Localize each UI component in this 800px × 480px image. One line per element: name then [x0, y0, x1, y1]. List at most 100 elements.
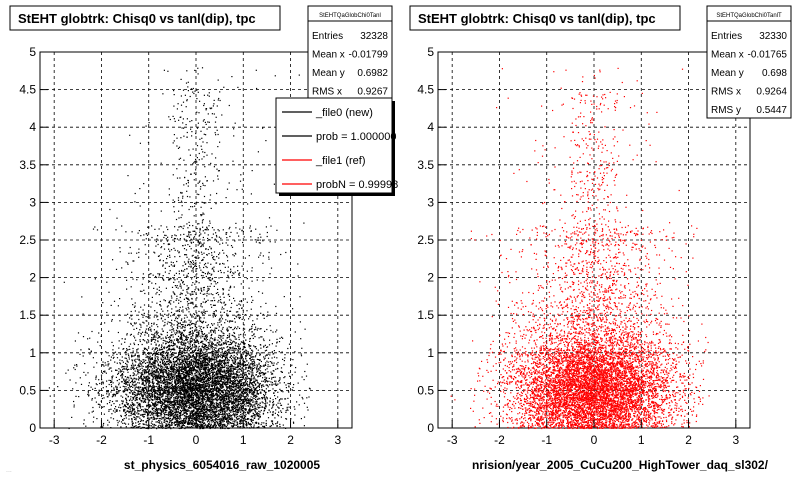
scatter-point — [131, 404, 134, 406]
scatter-point — [178, 352, 180, 354]
scatter-point — [91, 399, 93, 401]
scatter-point — [188, 231, 190, 234]
scatter-point — [206, 400, 208, 402]
scatter-point — [221, 412, 223, 414]
scatter-point — [134, 404, 136, 406]
scatter-point — [173, 354, 175, 356]
scatter-point — [193, 265, 196, 267]
scatter-point — [185, 402, 187, 404]
scatter-point — [200, 366, 202, 368]
scatter-point — [124, 405, 126, 407]
scatter-point — [192, 388, 194, 390]
scatter-point — [228, 388, 231, 390]
scatter-point — [167, 353, 169, 355]
scatter-point — [123, 379, 125, 382]
scatter-point — [232, 369, 234, 371]
scatter-point — [238, 409, 240, 411]
scatter-point — [196, 418, 198, 420]
scatter-point — [220, 424, 222, 426]
scatter-point — [181, 382, 183, 384]
scatter-point — [105, 351, 107, 353]
scatter-point — [219, 410, 221, 412]
scatter-point — [186, 338, 188, 341]
scatter-point — [138, 416, 140, 418]
scatter-point — [185, 361, 187, 363]
scatter-point — [190, 128, 192, 130]
scatter-point — [188, 391, 190, 393]
scatter-point — [241, 376, 244, 379]
scatter-point — [220, 360, 222, 362]
scatter-point — [217, 378, 219, 380]
scatter-point — [130, 426, 132, 428]
scatter-point — [148, 396, 150, 399]
scatter-point — [216, 380, 218, 382]
scatter-point — [238, 336, 240, 338]
scatter-point — [251, 419, 253, 421]
scatter-point — [180, 399, 182, 402]
scatter-point — [220, 311, 222, 313]
scatter-point — [134, 384, 136, 386]
scatter-point — [154, 310, 156, 312]
scatter-point — [163, 412, 165, 415]
scatter-point — [221, 335, 223, 337]
scatter-point — [216, 105, 218, 107]
scatter-point — [175, 384, 178, 386]
scatter-point — [256, 371, 258, 373]
scatter-point — [246, 393, 248, 395]
scatter-point — [244, 375, 246, 377]
scatter-point — [156, 368, 158, 370]
scatter-point — [210, 378, 212, 381]
scatter-point — [171, 373, 173, 375]
scatter-point — [195, 389, 197, 391]
scatter-point — [160, 357, 162, 359]
scatter-point — [186, 336, 188, 338]
scatter-point — [168, 392, 170, 394]
scatter-point — [200, 289, 202, 292]
scatter-point — [76, 365, 78, 367]
scatter-point — [190, 400, 192, 402]
scatter-point — [144, 413, 146, 415]
scatter-point — [151, 386, 153, 388]
scatter-point — [249, 390, 251, 392]
scatter-point — [290, 418, 292, 420]
scatter-point — [155, 352, 157, 354]
scatter-point — [179, 399, 181, 401]
scatter-point — [131, 355, 133, 357]
scatter-point — [181, 318, 183, 320]
scatter-point — [165, 417, 167, 419]
scatter-point — [181, 365, 183, 368]
scatter-point — [212, 409, 214, 411]
scatter-point — [285, 411, 287, 413]
scatter-point — [179, 341, 181, 343]
scatter-point — [173, 426, 175, 429]
scatter-point — [210, 300, 212, 302]
scatter-point — [170, 387, 172, 389]
scatter-point — [202, 373, 204, 375]
scatter-point — [235, 367, 237, 369]
scatter-point — [197, 399, 199, 402]
scatter-point — [246, 381, 248, 383]
scatter-point — [241, 357, 243, 359]
scatter-point — [214, 332, 216, 334]
scatter-point — [132, 350, 134, 352]
scatter-point — [219, 243, 221, 245]
scatter-point — [230, 415, 232, 417]
scatter-point — [199, 381, 201, 383]
scatter-point — [198, 368, 200, 370]
scatter-point — [194, 392, 196, 394]
scatter-point — [288, 383, 290, 385]
scatter-point — [264, 408, 266, 410]
scatter-point — [126, 400, 128, 402]
scatter-point — [198, 361, 200, 363]
scatter-point — [193, 410, 195, 412]
scatter-point — [173, 371, 175, 374]
scatter-point — [211, 153, 213, 155]
scatter-point — [246, 301, 248, 303]
scatter-point — [226, 375, 228, 377]
scatter-point — [222, 393, 224, 395]
scatter-point — [166, 226, 168, 228]
scatter-point — [212, 369, 214, 371]
scatter-point — [193, 384, 195, 386]
scatter-point — [252, 397, 254, 399]
scatter-point — [265, 406, 267, 408]
